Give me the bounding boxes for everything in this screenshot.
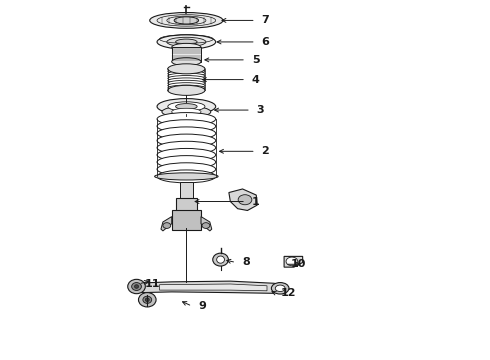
Bar (172, 47, 201, 62)
Ellipse shape (202, 223, 210, 228)
Text: 9: 9 (198, 301, 206, 311)
Text: 8: 8 (242, 257, 250, 267)
Ellipse shape (168, 80, 205, 86)
Polygon shape (201, 217, 212, 231)
Ellipse shape (157, 127, 216, 140)
Ellipse shape (163, 223, 171, 228)
Ellipse shape (132, 283, 142, 291)
Ellipse shape (168, 71, 205, 76)
Ellipse shape (168, 64, 205, 74)
Ellipse shape (168, 73, 205, 79)
Ellipse shape (217, 256, 224, 263)
Ellipse shape (155, 173, 218, 180)
Ellipse shape (168, 85, 205, 91)
Ellipse shape (168, 83, 205, 89)
Ellipse shape (172, 108, 201, 116)
Ellipse shape (168, 78, 205, 84)
Text: 2: 2 (262, 146, 270, 156)
Ellipse shape (157, 99, 216, 114)
Text: 12: 12 (281, 288, 296, 298)
Ellipse shape (286, 257, 298, 266)
Ellipse shape (157, 134, 216, 147)
Bar (179, 182, 193, 198)
Text: 7: 7 (262, 15, 270, 26)
Ellipse shape (174, 17, 198, 24)
Text: 10: 10 (291, 259, 306, 269)
Ellipse shape (157, 120, 216, 133)
Text: 4: 4 (252, 75, 260, 85)
Ellipse shape (175, 39, 197, 45)
Text: 5: 5 (252, 55, 260, 65)
Ellipse shape (150, 13, 223, 28)
Ellipse shape (168, 66, 205, 72)
Polygon shape (159, 284, 267, 291)
Ellipse shape (157, 141, 216, 154)
Ellipse shape (157, 156, 216, 168)
Ellipse shape (168, 76, 205, 81)
Ellipse shape (238, 195, 252, 205)
Text: 6: 6 (262, 37, 270, 47)
Ellipse shape (139, 293, 156, 307)
Ellipse shape (275, 285, 285, 292)
Ellipse shape (271, 283, 289, 294)
Ellipse shape (172, 58, 201, 66)
Ellipse shape (175, 104, 197, 109)
Polygon shape (284, 256, 303, 267)
Ellipse shape (143, 296, 152, 303)
Ellipse shape (135, 285, 139, 288)
Ellipse shape (157, 163, 216, 176)
Text: 11: 11 (145, 279, 160, 289)
Polygon shape (229, 189, 257, 211)
Ellipse shape (146, 298, 149, 302)
Ellipse shape (157, 35, 216, 49)
Polygon shape (143, 281, 279, 293)
Bar (172, 211, 201, 230)
Ellipse shape (157, 148, 216, 161)
Ellipse shape (167, 37, 206, 46)
Ellipse shape (168, 102, 205, 111)
Ellipse shape (162, 106, 211, 118)
Ellipse shape (128, 279, 146, 294)
Ellipse shape (168, 87, 205, 93)
Text: 1: 1 (252, 197, 260, 207)
Bar (175, 198, 197, 212)
Polygon shape (161, 217, 171, 231)
Ellipse shape (172, 43, 201, 51)
Ellipse shape (168, 85, 205, 95)
Ellipse shape (168, 68, 205, 74)
Text: 3: 3 (257, 105, 264, 115)
Ellipse shape (157, 113, 216, 126)
Ellipse shape (213, 253, 228, 266)
Ellipse shape (157, 170, 216, 183)
